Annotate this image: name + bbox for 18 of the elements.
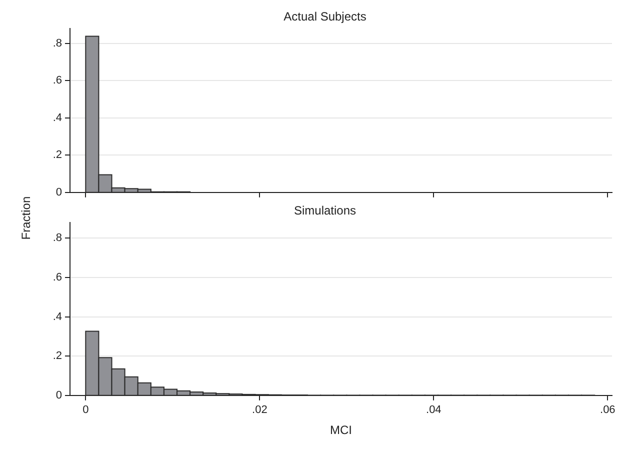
y-tick-label: .8 bbox=[52, 232, 62, 244]
y-axis-title: Fraction bbox=[19, 195, 33, 242]
y-tick-label: .8 bbox=[52, 37, 62, 50]
chart-title: Actual Subjects bbox=[284, 10, 366, 24]
x-tick-label: .04 bbox=[426, 404, 442, 416]
x-tick-label: 0 bbox=[82, 404, 89, 416]
y-tick-label: .6 bbox=[52, 74, 62, 87]
y-tick-label: .2 bbox=[52, 149, 62, 162]
y-tick-label: .2 bbox=[52, 350, 62, 362]
x-tick-label: .06 bbox=[600, 404, 616, 416]
x-tick-label: .02 bbox=[252, 404, 268, 416]
y-tick-label: .6 bbox=[52, 271, 62, 284]
x-axis-title: MCI bbox=[330, 423, 352, 438]
y-tick-label: 0 bbox=[56, 186, 62, 198]
y-tick-label: .4 bbox=[52, 310, 62, 323]
chart-title: Simulations bbox=[294, 204, 356, 218]
y-tick-label: 0 bbox=[56, 389, 62, 402]
y-tick-label: .4 bbox=[52, 112, 62, 124]
